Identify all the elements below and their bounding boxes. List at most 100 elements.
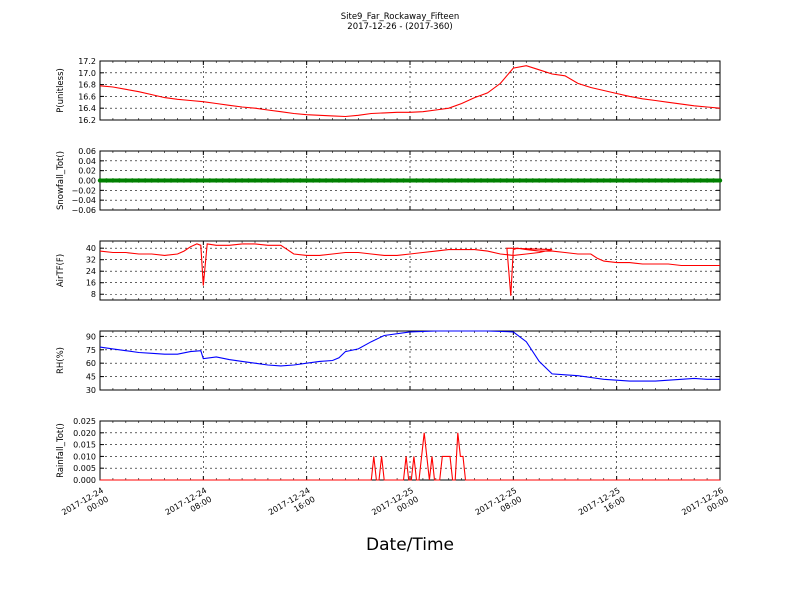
y-tick-label: 32 xyxy=(86,256,96,265)
series-point xyxy=(110,178,116,183)
y-tick-label: 8 xyxy=(91,290,96,299)
series-point xyxy=(304,178,309,183)
series-point xyxy=(543,178,548,183)
series-point xyxy=(130,178,135,183)
series-point xyxy=(646,178,652,183)
series-point xyxy=(188,178,193,183)
plot-frame xyxy=(99,60,721,121)
y-axis-label: P(unitless) xyxy=(56,68,66,113)
y-axis-label: AirTF(F) xyxy=(56,254,66,287)
series-point xyxy=(575,178,581,183)
series-point xyxy=(272,178,277,183)
series-point xyxy=(278,178,284,183)
series-point xyxy=(614,178,619,183)
series-point xyxy=(214,178,219,183)
y-axis-label: Rainfall_Tot() xyxy=(56,423,66,478)
series-point xyxy=(104,178,109,183)
series-point xyxy=(233,178,238,183)
y-tick-label: −0.04 xyxy=(71,196,96,205)
series-point xyxy=(123,178,129,183)
series-point xyxy=(427,178,432,183)
y-tick-label: 16.4 xyxy=(78,104,96,113)
series-point xyxy=(569,178,574,183)
series-point xyxy=(117,178,122,183)
series-point xyxy=(194,178,200,183)
y-tick-label: 0.000 xyxy=(73,476,96,485)
series-point xyxy=(549,178,555,183)
series-point xyxy=(207,178,212,183)
y-tick-label: 16 xyxy=(86,279,96,288)
series-point xyxy=(265,178,271,183)
series-point xyxy=(323,178,329,183)
series-point xyxy=(162,178,167,183)
series-point xyxy=(420,178,426,183)
series-point xyxy=(440,178,445,183)
series-line-1 xyxy=(99,65,721,118)
panel-3: 8 16 24 32 40 AirTF(F) xyxy=(56,240,721,301)
series-point xyxy=(201,178,206,183)
plot-frame xyxy=(99,420,721,481)
series-point xyxy=(226,178,232,183)
series-point xyxy=(672,178,677,183)
series-point xyxy=(659,178,665,183)
series-point xyxy=(685,178,690,183)
series-point xyxy=(259,178,264,183)
series-point xyxy=(588,178,594,183)
series-point xyxy=(653,178,658,183)
series-point xyxy=(252,178,258,183)
series-point xyxy=(446,178,451,183)
y-axis-label: Snowfall_Tot() xyxy=(56,151,66,210)
series-point xyxy=(97,178,103,183)
y-tick-label: 0.025 xyxy=(73,417,96,426)
series-point xyxy=(433,178,439,183)
y-tick-label: 60 xyxy=(86,359,96,368)
y-tick-label: 0.015 xyxy=(73,441,96,450)
series-point xyxy=(666,178,671,183)
chart-title-line1: Site9_Far_Rockaway_Fifteen xyxy=(341,12,460,22)
series-point xyxy=(453,178,458,183)
series-point xyxy=(310,178,316,183)
y-tick-label: 0.04 xyxy=(78,157,96,166)
series-point xyxy=(504,178,510,183)
series-point xyxy=(407,178,413,183)
series-point xyxy=(349,178,355,183)
series-point xyxy=(562,178,568,183)
y-tick-label: 0.00 xyxy=(78,177,96,186)
series-point xyxy=(175,178,180,183)
series-point xyxy=(595,178,600,183)
series-point xyxy=(336,178,342,183)
y-axis-label: RH(%) xyxy=(56,347,66,374)
y-tick-label: 24 xyxy=(86,267,96,276)
plot-frame xyxy=(99,240,721,301)
y-tick-label: 17.2 xyxy=(78,57,96,66)
series-point xyxy=(620,178,626,183)
series-point xyxy=(679,178,684,183)
y-tick-label: 16.8 xyxy=(78,81,96,90)
series-point xyxy=(717,178,723,183)
series-point xyxy=(556,178,561,183)
series-point xyxy=(498,178,503,183)
x-axis-label: Date/Time xyxy=(366,535,454,555)
series-point xyxy=(401,178,406,183)
series-point xyxy=(155,178,161,183)
series-point xyxy=(691,178,697,183)
y-tick-label: 0.010 xyxy=(73,452,96,461)
series-point xyxy=(601,178,606,183)
series-point xyxy=(459,178,464,183)
series-point xyxy=(168,178,174,183)
series-point xyxy=(291,178,296,183)
panel-5: 0.000 0.005 0.010 0.015 0.020 0.025 Rainfall_T… xyxy=(56,417,721,485)
y-tick-label: 75 xyxy=(86,346,96,355)
y-tick-label: 0.020 xyxy=(73,429,96,438)
y-tick-label: 16.6 xyxy=(78,92,96,101)
series-line-3 xyxy=(99,243,720,296)
series-point xyxy=(239,178,245,183)
y-tick-label: 40 xyxy=(86,244,96,253)
series-line-5 xyxy=(100,432,720,481)
series-point xyxy=(536,178,542,183)
